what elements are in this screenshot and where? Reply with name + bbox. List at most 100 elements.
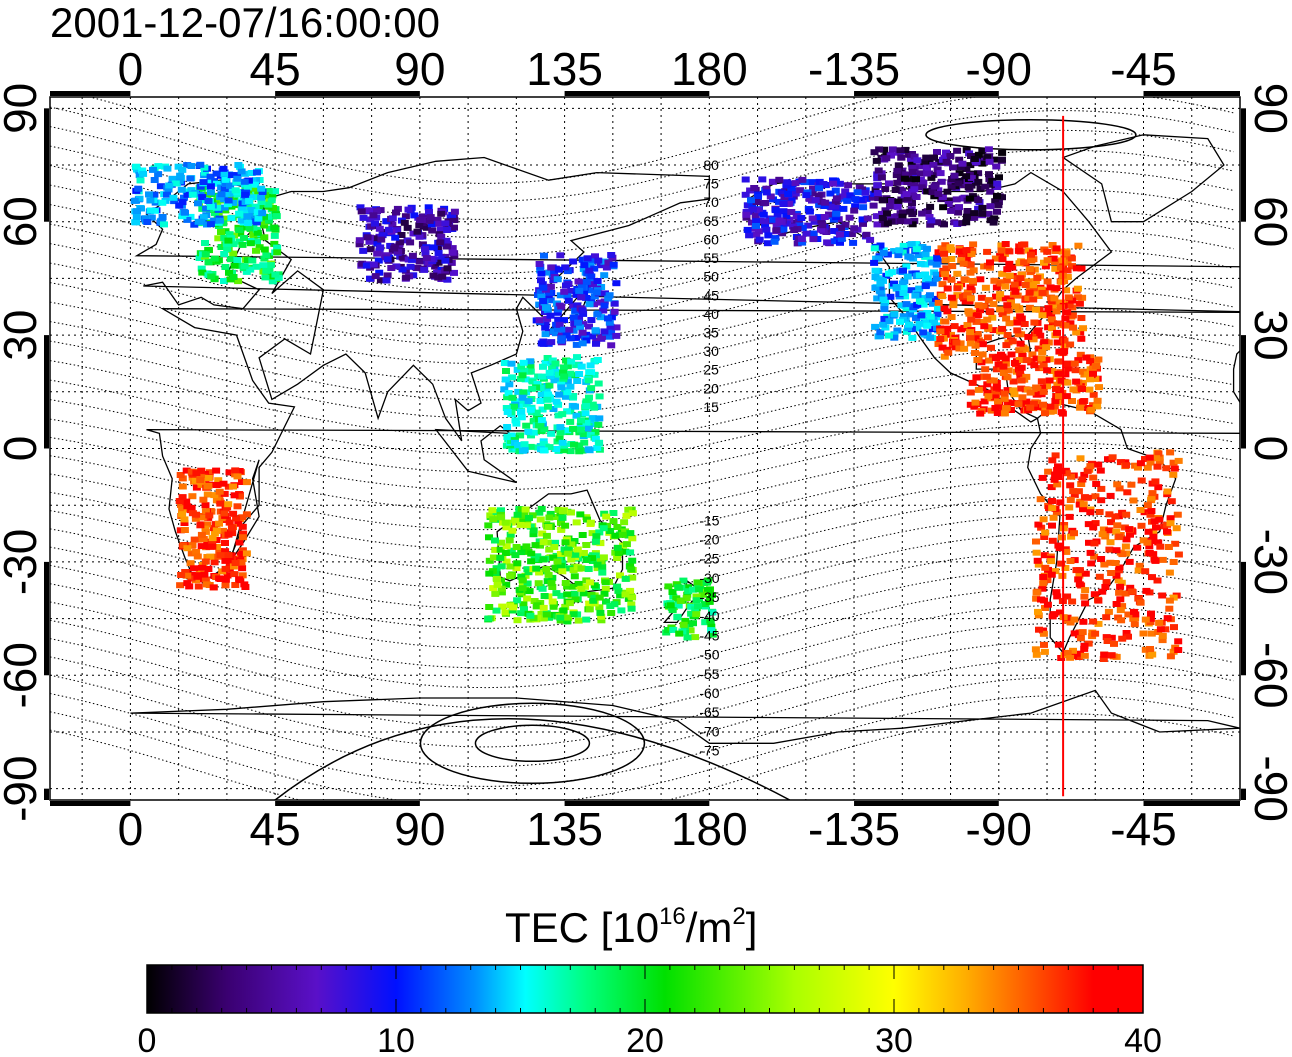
- tec-point: [616, 572, 624, 579]
- tec-point: [1043, 248, 1052, 255]
- tec-point: [1154, 539, 1163, 546]
- tec-point: [497, 507, 505, 514]
- tec-point: [496, 554, 505, 561]
- tec-point: [1112, 547, 1121, 554]
- tec-point: [586, 362, 595, 369]
- tec-point: [201, 508, 210, 515]
- tec-point: [1038, 384, 1047, 391]
- tec-point: [528, 385, 537, 392]
- tec-point: [1050, 295, 1059, 302]
- tec-point: [1079, 618, 1088, 625]
- tec-point: [684, 584, 693, 591]
- tec-point: [916, 176, 925, 183]
- tec-point: [235, 576, 244, 583]
- tec-point: [221, 565, 230, 572]
- tec-point: [1032, 651, 1041, 658]
- tec-point: [873, 221, 882, 228]
- tec-point: [1154, 450, 1163, 457]
- tec-point: [592, 533, 601, 540]
- tec-point: [815, 185, 823, 192]
- tec-point: [178, 213, 187, 220]
- tec-point: [787, 185, 796, 192]
- tec-point: [903, 179, 912, 185]
- tec-point: [252, 219, 261, 226]
- tec-point: [941, 318, 950, 325]
- tec-point: [567, 541, 576, 548]
- tec-point: [836, 239, 844, 246]
- tec-point: [871, 186, 880, 193]
- tec-point: [986, 259, 994, 266]
- tec-point: [200, 571, 209, 578]
- tec-point: [563, 427, 572, 434]
- map-area: 8075706560555045403530252015-15-20-25-30…: [0, 43, 1292, 855]
- tec-point: [450, 269, 458, 276]
- tec-point: [1049, 320, 1057, 327]
- tec-point: [1091, 520, 1100, 527]
- tec-point: [559, 369, 567, 376]
- tec-point: [628, 535, 637, 542]
- tec-point: [1048, 304, 1057, 311]
- tec-point: [1017, 271, 1026, 278]
- tec-point: [429, 272, 438, 279]
- tec-point: [1129, 497, 1138, 504]
- tec-point: [502, 368, 510, 374]
- tec-point: [873, 182, 882, 189]
- tec-point: [497, 585, 506, 592]
- tec-point: [995, 295, 1004, 302]
- tec-point: [868, 194, 877, 201]
- tec-point: [878, 197, 887, 204]
- tec-point: [893, 179, 902, 186]
- tec-point: [974, 197, 983, 203]
- tec-point: [591, 253, 599, 260]
- tec-point: [398, 266, 407, 273]
- tec-point: [511, 417, 520, 424]
- tec-point: [240, 178, 249, 185]
- tec-point: [894, 198, 903, 205]
- contour-line: [50, 327, 1234, 419]
- tec-point: [999, 363, 1008, 370]
- tec-point: [917, 170, 925, 177]
- tec-point: [597, 617, 606, 624]
- tec-point: [519, 601, 528, 608]
- tec-point: [219, 165, 228, 172]
- tec-point: [1043, 601, 1052, 608]
- tec-point: [210, 559, 219, 566]
- tec-point: [591, 538, 600, 545]
- tec-point: [413, 228, 422, 235]
- tec-point: [876, 277, 885, 283]
- tec-point: [948, 176, 957, 182]
- tec-point: [434, 259, 443, 266]
- tec-point: [1015, 357, 1024, 363]
- tec-point: [584, 425, 593, 432]
- tec-point: [904, 218, 913, 225]
- tec-point: [421, 246, 429, 253]
- tec-point: [1089, 391, 1098, 398]
- tec-point: [408, 252, 417, 259]
- tec-point: [1130, 608, 1138, 615]
- tec-point: [983, 334, 992, 341]
- tec-point: [226, 182, 234, 189]
- tec-point: [1009, 378, 1018, 385]
- tec-point: [260, 246, 269, 253]
- tec-point: [1105, 527, 1114, 534]
- tec-point: [207, 508, 216, 515]
- tec-point: [595, 415, 604, 422]
- tec-point: [531, 542, 540, 549]
- tec-point: [1034, 608, 1042, 615]
- tec-point: [1087, 406, 1096, 413]
- lat-tick-label-left: 30: [0, 310, 46, 361]
- tec-point: [841, 221, 850, 228]
- tec-point: [1037, 524, 1046, 531]
- contour-label: 40: [703, 306, 719, 322]
- tec-point: [563, 293, 572, 300]
- tec-point: [398, 254, 407, 261]
- tec-point: [421, 250, 430, 257]
- tec-point: [548, 598, 557, 605]
- tec-point: [519, 389, 528, 396]
- tec-point: [986, 203, 995, 210]
- tec-point: [497, 539, 506, 546]
- tec-point: [1051, 568, 1060, 575]
- tec-point: [1098, 588, 1107, 595]
- tec-point: [947, 294, 956, 301]
- tec-point: [887, 203, 896, 210]
